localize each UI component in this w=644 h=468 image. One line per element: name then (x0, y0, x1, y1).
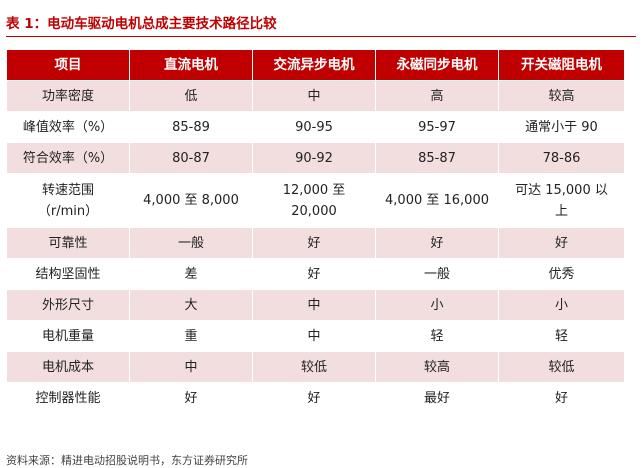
table-cell: 较高 (498, 80, 625, 112)
header-cell: 开关磁阻电机 (498, 49, 625, 81)
table-cell: 轻 (498, 320, 625, 352)
table-row: 电机成本中较低 较高 较低 (6, 351, 625, 383)
table-cell: 小 (375, 289, 499, 321)
table-cell: 好 (498, 227, 625, 259)
row-label-cell: 电机重量 (6, 320, 130, 352)
table-cell: 较低 (498, 351, 625, 383)
table-cell: 可达 15,000 以上 (498, 173, 625, 228)
table-cell: 80-87 (129, 142, 253, 174)
row-label-cell: 可靠性 (6, 227, 130, 259)
table-cell: 95-97 (375, 111, 499, 143)
table-cell: 78-86 (498, 142, 625, 174)
row-label-cell: 符合效率（%） (6, 142, 130, 174)
table-cell: 中 (129, 351, 253, 383)
table-row: 转速范围 （r/min） 4,000 至 8,000 12,000 至 20,000 4,… (6, 173, 625, 228)
table-cell: 好 (252, 227, 376, 259)
table-cell: 4,000 至 8,000 (129, 173, 253, 228)
table-title: 表 1：电动车驱动电机总成主要技术路径比较 (6, 16, 277, 32)
row-label-cell: 外形尺寸 (6, 289, 130, 321)
header-cell: 项目 (6, 49, 130, 81)
table-cell: 中 (252, 80, 376, 112)
table-cell: 轻 (375, 320, 499, 352)
comparison-table: 项目 直流电机 交流异步电机 永磁同步电机 开关磁阻电机 功率密度低中高较高 峰值… (6, 49, 625, 414)
row-label-cell: 结构坚固性 (6, 258, 130, 290)
header-cell: 直流电机 (129, 49, 253, 81)
row-label-cell: 电机成本 (6, 351, 130, 383)
table-cell: 4,000 至 16,000 (375, 173, 499, 228)
table-row: 功率密度低中高较高 (6, 80, 625, 112)
table-cell: 90-95 (252, 111, 376, 143)
title-divider (6, 36, 636, 37)
table-cell: 90-92 (252, 142, 376, 174)
table-row: 符合效率（%） 80-87 90-92 85-87 78-86 (6, 142, 625, 174)
header-cell: 交流异步电机 (252, 49, 376, 81)
table-cell: 大 (129, 289, 253, 321)
table-cell: 12,000 至 20,000 (252, 173, 376, 228)
table-row: 可靠性 一般好好好 (6, 227, 625, 259)
row-label-cell: 转速范围 （r/min） (6, 173, 130, 228)
table-cell: 一般 (129, 227, 253, 259)
table-cell: 一般 (375, 258, 499, 290)
header-cell: 永磁同步电机 (375, 49, 499, 81)
row-label-cell: 功率密度 (6, 80, 130, 112)
table-row: 峰值效率（%） 85-89 90-95 95-97 通常小于 90 (6, 111, 625, 143)
source-note: 资料来源：精进电动招股说明书，东方证券研究所 (6, 454, 248, 467)
table-cell: 好 (252, 258, 376, 290)
header-row: 项目 直流电机 交流异步电机 永磁同步电机 开关磁阻电机 (6, 49, 625, 81)
table-cell: 中 (252, 320, 376, 352)
table-cell: 高 (375, 80, 499, 112)
table-cell: 通常小于 90 (498, 111, 625, 143)
row-label-cell: 峰值效率（%） (6, 111, 130, 143)
table-row: 控制器性能好好最好好 (6, 382, 625, 414)
table-cell: 低 (129, 80, 253, 112)
table-cell: 好 (252, 382, 376, 414)
table-cell: 好 (375, 227, 499, 259)
table-cell: 重 (129, 320, 253, 352)
table-cell: 差 (129, 258, 253, 290)
table-cell: 中 (252, 289, 376, 321)
table-row: 外形尺寸大中小小 (6, 289, 625, 321)
table-cell: 好 (129, 382, 253, 414)
table-cell: 较高 (375, 351, 499, 383)
table-cell: 小 (498, 289, 625, 321)
table-row: 电机重量重中轻轻 (6, 320, 625, 352)
table-cell: 85-89 (129, 111, 253, 143)
row-label-cell: 控制器性能 (6, 382, 130, 414)
table-cell: 较低 (252, 351, 376, 383)
table-cell: 优秀 (498, 258, 625, 290)
table-cell: 85-87 (375, 142, 499, 174)
table-cell: 最好 (375, 382, 499, 414)
table-cell: 好 (498, 382, 625, 414)
table-row: 结构坚固性差好一般 优秀 (6, 258, 625, 290)
